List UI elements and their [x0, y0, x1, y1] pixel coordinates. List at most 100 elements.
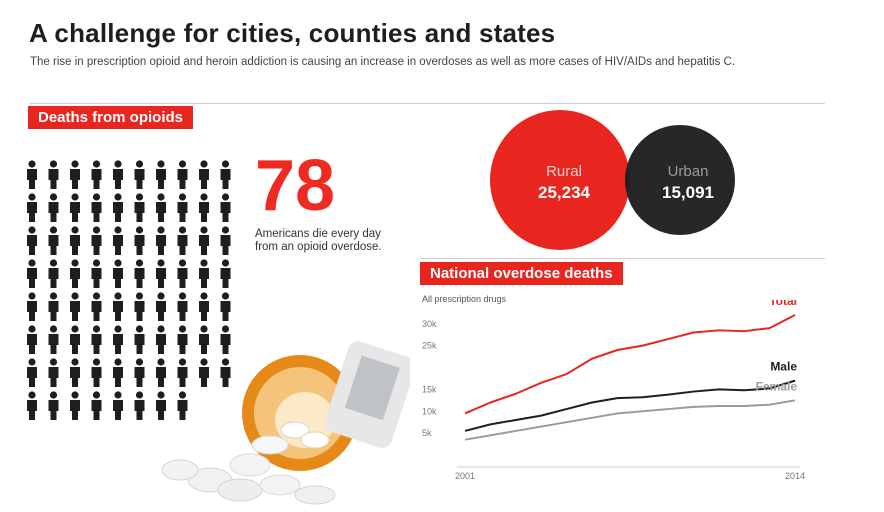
series-line-female: [464, 399, 796, 441]
y-tick-label: 15k: [422, 384, 437, 394]
person-icon: [134, 292, 145, 321]
person-icon: [134, 325, 145, 354]
urban-value: 15,091: [662, 183, 714, 202]
person-icon: [48, 358, 59, 387]
person-icon: [220, 325, 231, 354]
person-icon: [199, 292, 209, 321]
person-icon: [27, 259, 37, 288]
x-tick-label: 2001: [455, 471, 475, 481]
person-icon: [70, 160, 80, 189]
person-icon: [177, 259, 188, 288]
rural-circle: [490, 110, 630, 250]
person-icon: [113, 391, 123, 420]
person-icon: [70, 193, 80, 222]
divider: [420, 258, 825, 259]
person-icon: [220, 259, 231, 288]
overdose-tag: National overdose deaths: [420, 262, 623, 285]
series-label-male: Male: [770, 360, 797, 374]
urban-circle: [625, 125, 735, 235]
rural-urban-venn: Rural 25,234 Urban 15,091: [490, 110, 735, 250]
person-icon: [48, 193, 59, 222]
person-icon: [91, 226, 102, 255]
person-icon: [156, 226, 166, 255]
person-icon: [220, 193, 231, 222]
person-icon: [27, 358, 37, 387]
rural-label: Rural: [546, 163, 582, 180]
person-icon: [134, 226, 145, 255]
person-icon: [113, 325, 123, 354]
person-icon: [199, 325, 209, 354]
person-icon: [48, 226, 59, 255]
person-icon: [156, 325, 166, 354]
series-line-total: [464, 314, 796, 415]
person-icon: [91, 193, 102, 222]
person-icon: [70, 259, 80, 288]
person-icon: [156, 292, 166, 321]
x-tick-label: 2014: [785, 471, 805, 481]
person-icon: [70, 325, 80, 354]
person-icon: [177, 160, 188, 189]
person-icon: [91, 292, 102, 321]
person-icon: [220, 358, 231, 387]
y-tick-label: 30k: [422, 319, 437, 329]
person-icon: [70, 391, 80, 420]
person-icon: [48, 292, 59, 321]
person-icon: [91, 358, 102, 387]
person-icon: [27, 160, 37, 189]
divider: [30, 103, 825, 104]
y-tick-label: 10k: [422, 406, 437, 416]
person-icon: [91, 391, 102, 420]
deaths-per-day-number: 78: [255, 146, 336, 226]
page-subtitle: The rise in prescription opioid and hero…: [30, 56, 736, 68]
person-icon: [27, 193, 37, 222]
people-grid: [27, 160, 231, 420]
pill-bottle-illustration: [161, 341, 410, 505]
person-icon: [177, 193, 188, 222]
person-icon: [177, 391, 188, 420]
y-tick-label: 5k: [422, 428, 432, 438]
person-icon: [48, 160, 59, 189]
chart-subtitle: All prescription drugs: [422, 294, 507, 304]
person-icon: [199, 193, 209, 222]
urban-label: Urban: [668, 163, 709, 180]
person-icon: [134, 358, 145, 387]
person-icon: [156, 391, 166, 420]
person-icon: [156, 259, 166, 288]
person-icon: [177, 358, 188, 387]
person-icon: [134, 193, 145, 222]
person-icon: [27, 226, 37, 255]
rural-value: 25,234: [538, 183, 591, 202]
overdose-line-chart: 5k 10k 15k 25k 30k 2001 2014 Total Male Female: [422, 300, 805, 481]
person-icon: [134, 259, 145, 288]
person-icon: [220, 226, 231, 255]
person-icon: [134, 160, 145, 189]
person-icon: [27, 391, 37, 420]
person-icon: [156, 193, 166, 222]
person-icon: [48, 259, 59, 288]
person-icon: [91, 160, 102, 189]
page-title: A challenge for cities, counties and sta…: [29, 18, 556, 48]
person-icon: [199, 358, 209, 387]
person-icon: [156, 160, 166, 189]
person-icon: [220, 292, 231, 321]
person-icon: [70, 226, 80, 255]
person-icon: [220, 160, 231, 189]
person-icon: [177, 226, 188, 255]
person-icon: [177, 292, 188, 321]
person-icon: [113, 193, 123, 222]
person-icon: [27, 325, 37, 354]
person-icon: [199, 226, 209, 255]
person-icon: [91, 259, 102, 288]
person-icon: [113, 160, 123, 189]
series-label-total: Total: [769, 300, 797, 308]
series-label-female: Female: [756, 379, 798, 393]
person-icon: [156, 358, 166, 387]
deaths-tag: Deaths from opioids: [28, 106, 194, 129]
person-icon: [113, 292, 123, 321]
deaths-caption: Americans die every day from an opioid o…: [255, 228, 382, 253]
person-icon: [91, 325, 102, 354]
person-icon: [27, 292, 37, 321]
series-line-male: [464, 379, 796, 432]
person-icon: [199, 160, 209, 189]
person-icon: [134, 391, 145, 420]
